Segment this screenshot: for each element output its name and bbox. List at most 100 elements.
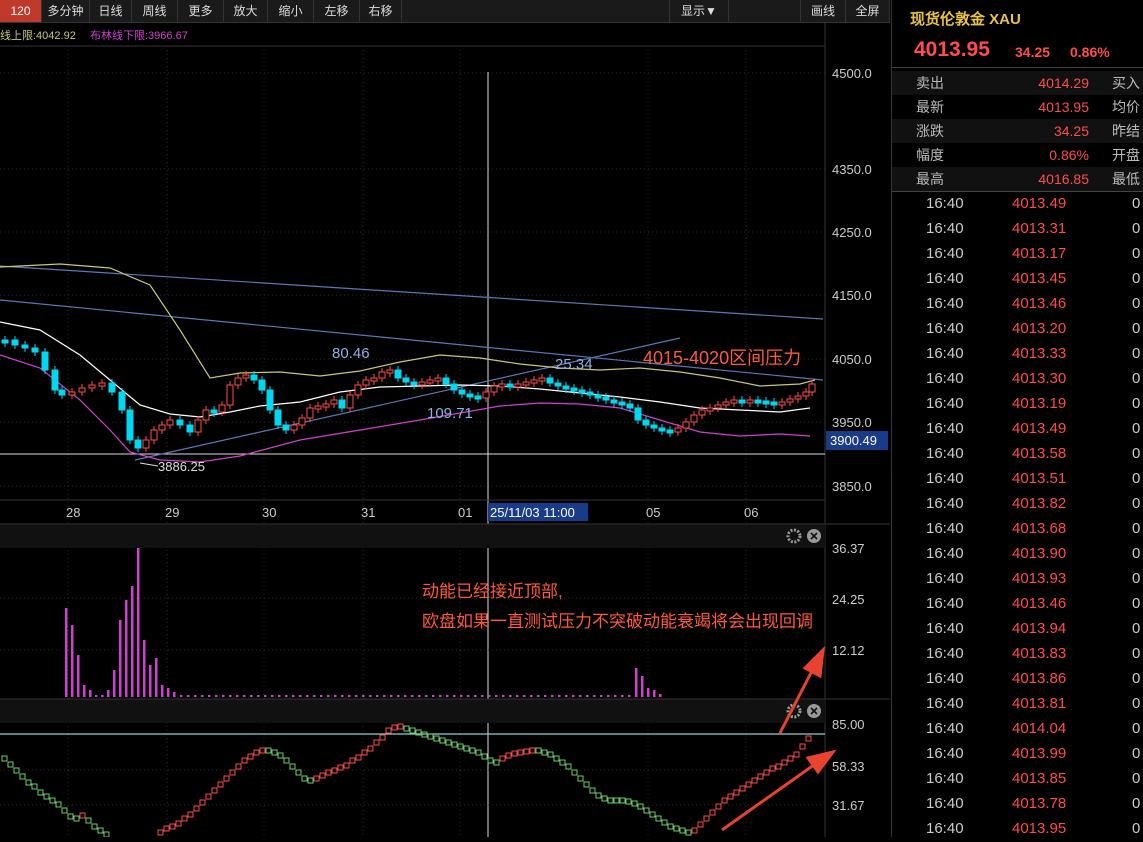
tick-row: 16:40 4013.49 0 — [892, 416, 1143, 441]
tick-price: 4013.30 — [1012, 370, 1067, 387]
tick-price: 4013.95 — [1012, 820, 1067, 837]
chart-toolbar: 120分 多分钟 日线 周线 更多▼ 放大 缩小 左移 右移 显示▼ 画线 全屏 — [0, 0, 890, 40]
zoom-out-button[interactable]: 缩小 — [268, 0, 314, 22]
candle-body — [650, 424, 658, 429]
price-tick: 4500.0 — [832, 66, 872, 81]
tick-price: 4013.83 — [1012, 645, 1067, 662]
oscillator-mark — [289, 763, 296, 770]
oscillator-mark — [265, 747, 272, 754]
fullscreen-button[interactable]: 全屏 — [846, 0, 890, 22]
volume-panel-close-icon[interactable] — [807, 529, 821, 543]
oscillator-mark — [1, 755, 8, 762]
instrument-title: 现货伦敦金 XAU — [910, 11, 1021, 28]
quote-row-label-secondary: 开盘 — [1112, 147, 1140, 163]
volume-bar — [173, 692, 176, 697]
tick-volume: 0 — [1132, 420, 1141, 437]
candle-body — [738, 399, 746, 404]
quote-side-panel: 现货伦敦金 XAU 4013.95 34.25 0.86% 卖出 4014.29 买… — [891, 0, 1143, 837]
move-right-button[interactable]: 右移 — [360, 0, 402, 22]
weekly-button[interactable]: 周线 — [132, 0, 178, 22]
volume-bar — [257, 695, 260, 697]
volume-bar — [229, 695, 232, 697]
more-dropdown[interactable]: 更多▼ — [178, 0, 224, 40]
oscillator-mark — [439, 737, 446, 744]
candle-body — [1, 339, 9, 344]
date-label: 05 — [646, 505, 660, 520]
display-dropdown[interactable]: 显示▼ — [669, 0, 729, 22]
tick-row: 16:40 4013.90 0 — [892, 541, 1143, 566]
volume-bar — [460, 695, 463, 697]
candle-body — [706, 407, 714, 412]
tick-row: 16:40 4013.46 0 — [892, 591, 1143, 616]
oscillator-mark — [763, 769, 770, 776]
candle-body — [242, 374, 250, 379]
oscillator-mark — [691, 827, 698, 834]
oscillator-mark — [13, 767, 20, 774]
oscillator-mark — [511, 750, 518, 757]
oscillator-mark — [787, 755, 794, 762]
oscillator-mark — [805, 735, 812, 742]
osc-panel-gear-icon[interactable] — [786, 703, 802, 719]
candle-body — [714, 404, 722, 409]
candlesticks — [1, 336, 816, 452]
multi-minute-button[interactable]: 多分钟 — [42, 0, 90, 22]
volume-bar — [474, 695, 477, 697]
volume-bar — [509, 695, 512, 697]
candle-body — [370, 377, 378, 382]
candle-body — [322, 403, 330, 408]
tick-volume: 0 — [1132, 770, 1141, 787]
volume-bar — [125, 600, 128, 697]
candle-body — [194, 419, 202, 433]
candle-body — [426, 379, 434, 384]
oscillator-mark — [541, 749, 548, 756]
candle-body — [134, 439, 142, 449]
quote-row-label: 最新 — [916, 99, 944, 115]
oscillator-mark — [193, 805, 200, 812]
chart-area[interactable]: 线上限:4042.92 布林线下限:3966.67 4500.0 4350.0 … — [0, 23, 890, 838]
candle-body — [434, 377, 442, 382]
quote-row: 卖出 4014.29 买入 — [892, 71, 1143, 95]
tick-row: 16:40 4013.19 0 — [892, 391, 1143, 416]
kline-chart-svg[interactable]: 线上限:4042.92 布林线下限:3966.67 4500.0 4350.0 … — [0, 23, 890, 838]
candle-body — [78, 387, 86, 393]
tick-volume: 0 — [1132, 345, 1141, 362]
move-left-button[interactable]: 左移 — [314, 0, 360, 22]
tick-time: 16:40 — [926, 320, 964, 337]
tick-row: 16:40 4013.68 0 — [892, 516, 1143, 541]
oscillator-mark — [739, 785, 746, 792]
volume-bar — [565, 695, 568, 697]
zoom-in-button[interactable]: 放大 — [224, 0, 268, 22]
draw-line-button[interactable]: 画线 — [800, 0, 846, 22]
volume-panel-gear-icon[interactable] — [786, 528, 802, 544]
tick-volume: 0 — [1132, 570, 1141, 587]
date-label: 30 — [262, 505, 276, 520]
quote-row-value: 34.25 — [1053, 123, 1089, 139]
volume-bar — [306, 695, 309, 697]
oscillator-mark — [529, 747, 536, 754]
volume-bar — [348, 695, 351, 697]
tick-volume: 0 — [1132, 395, 1141, 412]
oscillator-mark — [595, 792, 602, 799]
tick-row: 16:40 4013.95 0 — [892, 816, 1143, 837]
date-label: 28 — [66, 505, 80, 520]
osc-panel-close-icon[interactable] — [807, 704, 821, 718]
oscillator-mark — [277, 752, 284, 759]
volume-bar — [635, 668, 638, 697]
tick-time: 16:40 — [926, 345, 964, 362]
tick-price: 4013.31 — [1012, 220, 1067, 237]
oscillator-mark — [373, 739, 380, 746]
tick-volume: 0 — [1132, 670, 1141, 687]
volume-bar — [119, 620, 122, 697]
oscillator-mark — [577, 775, 584, 782]
volume-bar — [572, 695, 575, 697]
trend-annotation: 25.34 — [555, 356, 593, 373]
tick-row: 16:40 4013.85 0 — [892, 766, 1143, 791]
candle-body — [618, 401, 626, 406]
period-120min-button[interactable]: 120分 — [0, 0, 42, 40]
daily-button[interactable]: 日线 — [90, 0, 132, 22]
tick-time: 16:40 — [926, 570, 964, 587]
candle-body — [762, 400, 770, 405]
oscillator-mark — [355, 754, 362, 761]
oscillator-mark — [235, 763, 242, 770]
volume-bar — [418, 695, 421, 697]
